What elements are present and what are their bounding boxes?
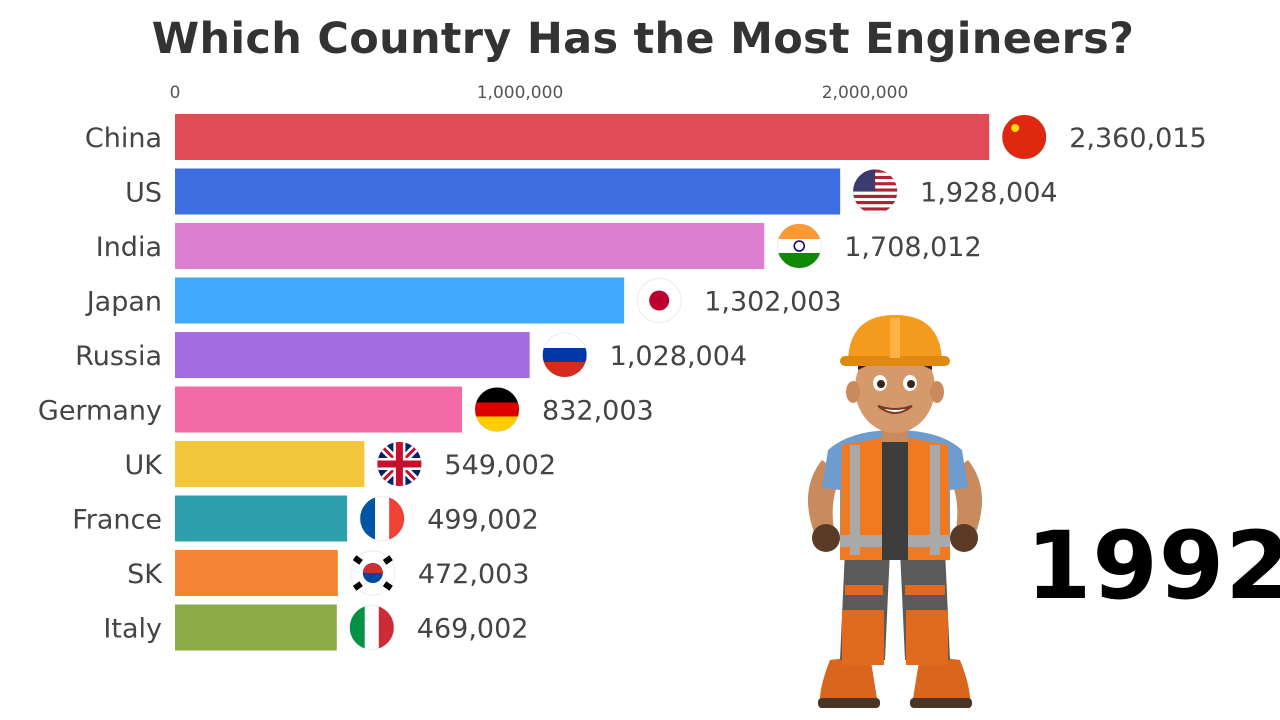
construction-worker-illustration (807, 315, 983, 708)
value-label: 499,002 (427, 505, 539, 536)
category-label: US (125, 178, 162, 209)
value-label: 832,003 (542, 396, 654, 427)
value-label: 469,002 (417, 614, 529, 645)
year-label: 1992 (1026, 512, 1280, 621)
value-label: 2,360,015 (1069, 123, 1206, 154)
russia-flag-icon (542, 332, 588, 378)
category-label: UK (125, 450, 164, 481)
china-flag-icon (1001, 114, 1047, 160)
x-tick-label: 0 (170, 83, 181, 103)
value-label: 1,302,003 (704, 287, 841, 318)
x-tick-label: 1,000,000 (477, 83, 564, 103)
category-label: France (72, 505, 162, 536)
category-label: China (85, 123, 162, 154)
category-label: SK (127, 559, 163, 590)
value-label: 1,928,004 (920, 178, 1057, 209)
x-tick-label: 2,000,000 (822, 83, 909, 103)
category-label: India (96, 232, 162, 263)
bar (175, 168, 841, 215)
bar (175, 114, 990, 160)
bar (175, 277, 625, 324)
italy-flag-icon (349, 605, 395, 650)
bar (175, 604, 337, 651)
category-label: Germany (38, 396, 162, 427)
category-label: Italy (103, 614, 162, 645)
bar (175, 332, 530, 378)
chart-title: Which Country Has the Most Engineers? (151, 14, 1135, 64)
bar (175, 386, 463, 433)
value-label: 1,708,012 (844, 232, 981, 263)
germany-flag-icon (474, 387, 520, 432)
uk-flag-icon (376, 441, 422, 487)
india-flag-icon (776, 223, 822, 269)
japan-flag-icon (636, 278, 682, 323)
bar (175, 441, 365, 487)
south-korea-flag-icon (350, 550, 396, 596)
bar (175, 495, 348, 542)
bar (175, 550, 338, 596)
us-flag-icon (852, 169, 898, 214)
value-label: 1,028,004 (610, 341, 747, 372)
france-flag-icon (359, 496, 405, 541)
category-label: Russia (75, 341, 162, 372)
category-label: Japan (85, 287, 162, 318)
value-label: 549,002 (444, 450, 556, 481)
bar (175, 223, 765, 269)
value-label: 472,003 (418, 559, 530, 590)
